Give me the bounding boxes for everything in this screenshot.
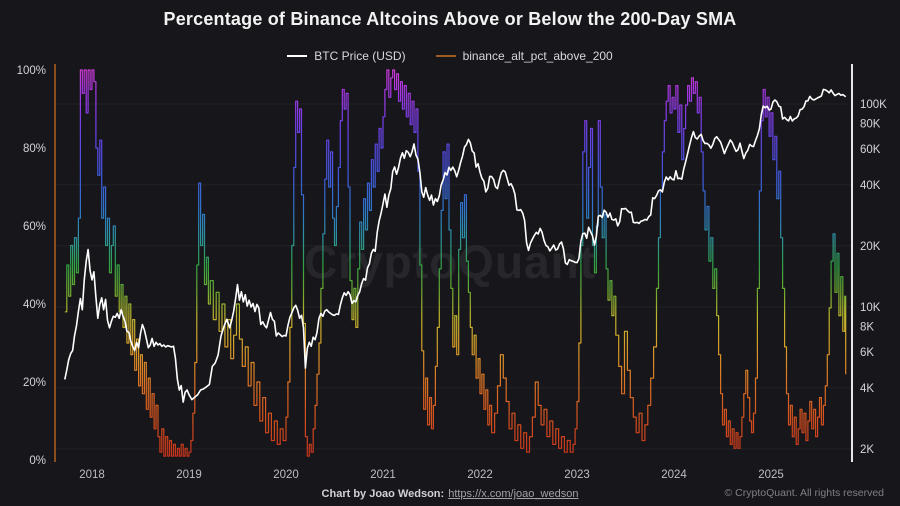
x-tick-label: 2019 — [176, 469, 202, 481]
legend-label-btc: BTC Price (USD) — [314, 49, 406, 63]
alt-line-swatch — [435, 55, 456, 57]
legend-item-alt-pct[interactable]: binance_alt_pct_above_200 — [435, 49, 613, 63]
y-right-tick-label: 8K — [860, 322, 874, 334]
author-link[interactable]: https://x.com/joao_wedson — [448, 488, 579, 500]
alt-pct-series-line — [64, 69, 847, 457]
y-left-tick-label: 60% — [23, 221, 46, 233]
y-left-tick-label: 0% — [29, 455, 46, 467]
chart-legend: BTC Price (USD) binance_alt_pct_above_20… — [0, 49, 900, 63]
x-tick-label: 2020 — [273, 469, 299, 481]
x-tick-label: 2022 — [467, 469, 493, 481]
btc-price-series-line — [64, 88, 847, 403]
x-tick-label: 2021 — [370, 469, 396, 481]
y-right-tick-label: 10K — [860, 302, 881, 314]
x-tick-label: 2025 — [758, 469, 784, 481]
y-left-tick-label: 100% — [17, 65, 46, 77]
btc-line-swatch — [287, 55, 308, 57]
x-tick-label: 2023 — [564, 469, 590, 481]
legend-item-btc-price[interactable]: BTC Price (USD) — [287, 49, 406, 63]
x-tick-label: 2018 — [79, 469, 105, 481]
y-right-tick-label: 100K — [860, 99, 887, 111]
y-right-tick-label: 2K — [860, 444, 874, 456]
x-tick-label: 2024 — [661, 469, 687, 481]
legend-label-alt: binance_alt_pct_above_200 — [462, 49, 613, 63]
y-right-tick-label: 80K — [860, 119, 881, 131]
chart-credit: Chart by Joao Wedson: https://x.com/joao_… — [0, 488, 900, 500]
y-right-tick-label: 6K — [860, 347, 874, 359]
chart-title: Percentage of Binance Altcoins Above or … — [163, 9, 737, 29]
y-left-tick-label: 20% — [23, 377, 46, 389]
y-left-tick-label: 80% — [23, 143, 46, 155]
y-right-tick-label: 40K — [860, 180, 881, 192]
y-left-tick-label: 40% — [23, 299, 46, 311]
y-right-tick-label: 20K — [860, 241, 881, 253]
y-right-tick-label: 60K — [860, 144, 881, 156]
y-right-tick-label: 4K — [860, 383, 874, 395]
copyright-notice: © CryptoQuant. All rights reserved — [724, 487, 884, 499]
credit-author: Chart by Joao Wedson: — [321, 488, 445, 500]
